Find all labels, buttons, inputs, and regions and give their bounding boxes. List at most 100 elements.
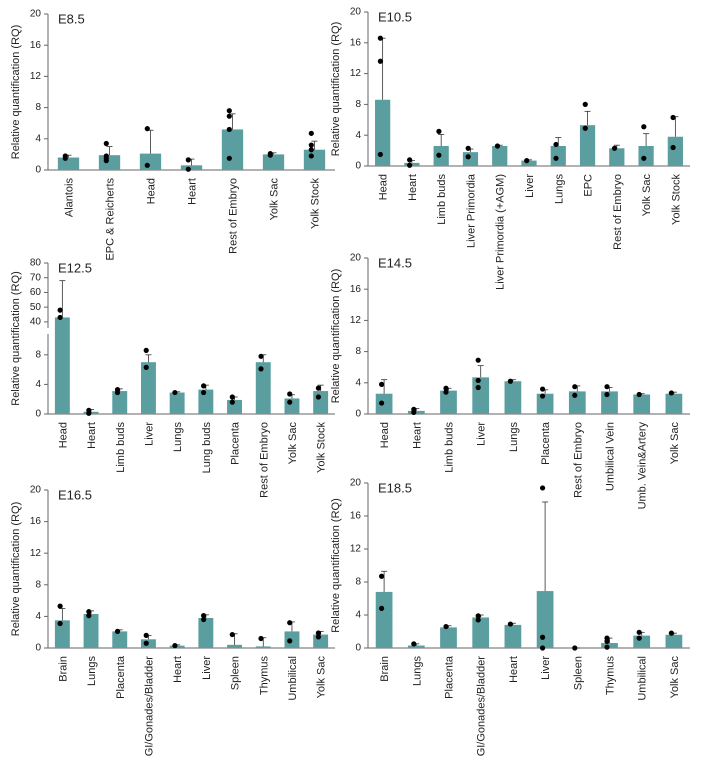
x-tick-label: Thymus bbox=[605, 656, 617, 696]
x-tick-label: Liver Primordia bbox=[465, 173, 477, 248]
data-point bbox=[539, 393, 546, 399]
data-point bbox=[229, 631, 235, 638]
data-point bbox=[668, 630, 674, 636]
x-tick-label: Brain bbox=[379, 656, 391, 682]
y-tick-label: 0 bbox=[355, 161, 361, 172]
bar bbox=[140, 362, 156, 414]
y-tick-label: 12 bbox=[350, 68, 362, 79]
data-point bbox=[315, 385, 322, 391]
data-point bbox=[475, 377, 481, 384]
x-tick-label: Rest of Embryo bbox=[612, 174, 624, 250]
bar bbox=[472, 617, 490, 648]
x-tick-label: Head bbox=[378, 174, 390, 200]
data-point bbox=[57, 620, 63, 627]
data-point bbox=[465, 154, 471, 160]
data-point bbox=[539, 645, 546, 651]
x-tick-label: Yolk Sac bbox=[316, 656, 328, 699]
data-point bbox=[641, 155, 647, 161]
data-point bbox=[143, 347, 149, 353]
data-point bbox=[378, 400, 385, 406]
bar bbox=[504, 624, 522, 648]
chart-title: E12.5 bbox=[58, 260, 92, 275]
x-tick-label: Lungs bbox=[553, 174, 565, 204]
data-point bbox=[86, 613, 92, 619]
x-tick-label: Liver bbox=[540, 656, 552, 680]
x-tick-label: GI/Gonades/Bladder bbox=[143, 656, 155, 757]
x-tick-label: Yolk Sac bbox=[669, 656, 681, 699]
data-point bbox=[315, 394, 322, 400]
data-point bbox=[226, 155, 232, 161]
y-tick-label: 70 bbox=[30, 272, 42, 283]
x-tick-label: Rest of Embryo bbox=[258, 422, 270, 498]
x-tick-label: Lungs bbox=[172, 422, 184, 452]
data-point bbox=[407, 157, 413, 163]
x-tick-label: Head bbox=[57, 422, 69, 448]
data-point bbox=[172, 643, 178, 649]
x-tick-label: Umbilical Vein bbox=[605, 422, 617, 491]
y-tick-label: 80 bbox=[30, 258, 42, 269]
x-tick-label: Rest of Embryo bbox=[572, 422, 584, 498]
data-point bbox=[267, 152, 273, 158]
bar bbox=[609, 148, 625, 166]
x-tick-label: Heart bbox=[187, 178, 199, 205]
data-point bbox=[411, 409, 417, 416]
bar bbox=[375, 393, 393, 414]
data-point bbox=[378, 381, 385, 387]
data-point bbox=[287, 638, 293, 644]
y-tick-label: 0 bbox=[355, 409, 361, 420]
data-point bbox=[443, 385, 449, 391]
data-point bbox=[201, 383, 207, 389]
y-tick-label: 4 bbox=[355, 377, 361, 388]
bar bbox=[313, 391, 329, 414]
y-tick-label: 0 bbox=[355, 643, 361, 654]
data-point bbox=[226, 126, 232, 133]
bar bbox=[521, 160, 537, 166]
y-axis-label: Relative quantification (RQ) bbox=[330, 22, 342, 157]
data-point bbox=[539, 634, 546, 640]
x-tick-label: Placenta bbox=[115, 655, 127, 699]
x-tick-label: Umbilical bbox=[637, 656, 649, 701]
bar bbox=[440, 390, 457, 414]
x-tick-label: Head bbox=[379, 422, 391, 448]
data-point bbox=[378, 605, 385, 612]
x-tick-label: Lungs bbox=[86, 656, 98, 686]
data-point bbox=[377, 35, 383, 41]
data-point bbox=[572, 384, 578, 390]
data-point bbox=[114, 389, 121, 396]
x-tick-label: Yolk Stock bbox=[316, 422, 328, 473]
data-point bbox=[378, 573, 385, 579]
bar bbox=[638, 145, 654, 166]
y-tick-label: 12 bbox=[350, 315, 362, 326]
data-point bbox=[144, 126, 150, 132]
data-point bbox=[308, 142, 314, 148]
x-tick-label: Lung buds bbox=[201, 422, 213, 474]
y-tick-label: 0 bbox=[35, 409, 41, 420]
x-tick-label: Lungs bbox=[411, 656, 423, 686]
y-tick-label: 8 bbox=[355, 346, 361, 357]
x-tick-label: Heart bbox=[86, 422, 98, 449]
data-point bbox=[287, 399, 293, 405]
y-tick-label: 20 bbox=[30, 9, 42, 20]
bar bbox=[550, 145, 566, 166]
bar bbox=[180, 165, 203, 170]
x-tick-label: Head bbox=[146, 178, 158, 204]
y-tick-label: 12 bbox=[30, 71, 42, 82]
data-point bbox=[57, 603, 63, 609]
x-tick-label: Alantois bbox=[64, 178, 76, 218]
y-tick-label: 16 bbox=[350, 37, 362, 48]
x-tick-label: Yolk Sac bbox=[269, 178, 281, 221]
data-point bbox=[636, 391, 642, 398]
bar bbox=[303, 149, 326, 170]
data-point bbox=[494, 143, 501, 149]
x-tick-label: Limb buds bbox=[444, 422, 456, 473]
y-tick-label: 8 bbox=[355, 99, 361, 110]
y-tick-label: 16 bbox=[30, 40, 42, 51]
y-tick-label: 20 bbox=[350, 7, 362, 18]
data-point bbox=[377, 151, 383, 158]
bar bbox=[579, 125, 596, 166]
data-point bbox=[636, 629, 642, 635]
x-tick-label: Liver bbox=[476, 422, 488, 446]
chart-title: E8.5 bbox=[58, 11, 85, 26]
x-tick-label: Yolk Stock bbox=[670, 174, 682, 225]
